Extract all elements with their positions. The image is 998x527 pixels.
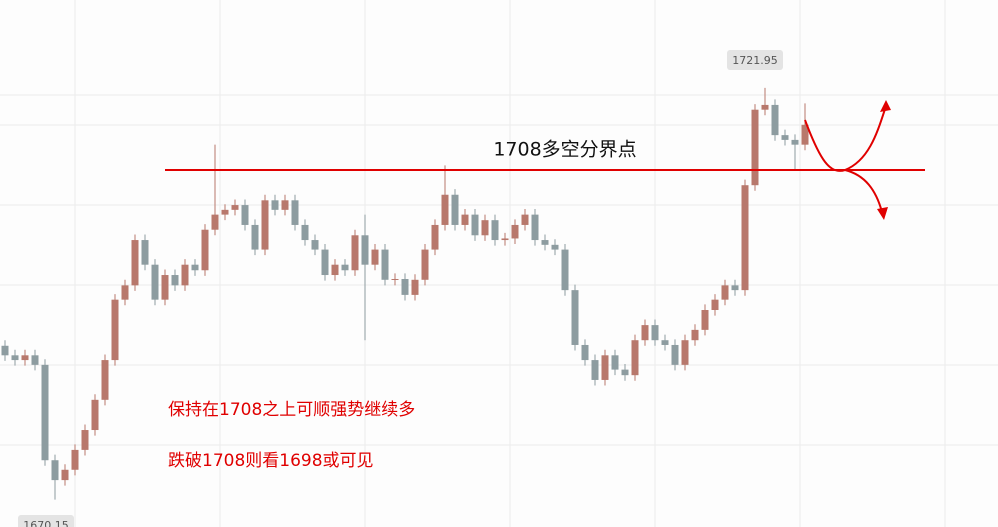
- candle-body: [11, 355, 19, 361]
- candle-body: [451, 194, 459, 225]
- low-price-label: 1670.15: [23, 519, 69, 527]
- scenario-arrows: [804, 105, 887, 213]
- candle-body: [521, 214, 529, 225]
- high-price-box: [727, 50, 783, 70]
- candle-body: [141, 240, 149, 265]
- candle-body: [251, 224, 259, 250]
- candle-body: [801, 124, 809, 145]
- low-price-box: [18, 515, 74, 527]
- candle-body: [791, 139, 799, 145]
- candle-body: [181, 264, 189, 286]
- arrow-head: [880, 100, 891, 112]
- pivot-label: 1708多空分界点: [493, 139, 636, 161]
- annotation: 跌破1708则看1698或可见: [168, 451, 374, 471]
- candle-body: [671, 344, 679, 365]
- candle-body: [561, 249, 569, 291]
- candle-body: [461, 214, 469, 225]
- candle-body: [351, 235, 359, 271]
- candle-body: [531, 214, 539, 241]
- annotation: 保持在1708之上可顺强势继续多: [168, 400, 415, 420]
- candle-body: [711, 299, 719, 310]
- candle-body: [311, 240, 319, 250]
- candle-body: [101, 360, 109, 400]
- candle-body: [61, 469, 69, 481]
- candle-body: [341, 264, 349, 271]
- candle-body: [781, 135, 789, 140]
- candle-body: [131, 240, 139, 286]
- candle-body: [71, 449, 79, 470]
- candle-body: [541, 240, 549, 245]
- candle-body: [81, 430, 89, 450]
- candle-body: [221, 209, 229, 215]
- candle-body: [321, 249, 329, 276]
- candle-body: [371, 249, 379, 265]
- candle-body: [361, 235, 369, 265]
- candle-body: [771, 104, 779, 136]
- candle-body: [271, 200, 279, 210]
- candle-body: [431, 224, 439, 250]
- candle-body: [261, 200, 269, 250]
- candle-body: [21, 355, 29, 361]
- candle-body: [581, 344, 589, 361]
- candle-body: [681, 340, 689, 365]
- candle-body: [631, 340, 639, 376]
- candle-body: [211, 214, 219, 230]
- arrow-head: [877, 207, 888, 220]
- candle-body: [331, 264, 339, 276]
- candle-body: [301, 224, 309, 241]
- candle-body: [691, 329, 699, 341]
- candle-body: [31, 355, 39, 365]
- candle-body: [761, 104, 769, 110]
- candle-body: [721, 285, 729, 300]
- candle-body: [41, 364, 49, 461]
- candle-body: [621, 369, 629, 376]
- candle-body: [751, 109, 759, 186]
- candle-body: [381, 249, 389, 280]
- candles: [1, 87, 809, 500]
- candle-body: [481, 220, 489, 236]
- candle-body: [511, 224, 519, 239]
- candle-body: [601, 355, 609, 380]
- candle-body: [611, 355, 619, 370]
- candle-body: [161, 275, 169, 300]
- candle-body: [641, 325, 649, 341]
- candle-body: [391, 279, 399, 280]
- candle-body: [201, 229, 209, 271]
- candle-body: [411, 279, 419, 295]
- candle-body: [651, 325, 659, 341]
- candle-body: [111, 299, 119, 361]
- candle-body: [241, 205, 249, 225]
- candle-body: [701, 310, 709, 330]
- candle-body: [51, 460, 59, 481]
- candle-body: [471, 214, 479, 236]
- candle-body: [191, 264, 199, 271]
- candle-body: [281, 200, 289, 210]
- candle-body: [121, 285, 129, 300]
- candle-body: [231, 205, 239, 210]
- candle-body: [741, 185, 749, 291]
- candle-body: [91, 399, 99, 431]
- candle-body: [591, 360, 599, 380]
- candle-body: [501, 238, 509, 241]
- candle-body: [171, 275, 179, 286]
- candle-body: [571, 290, 579, 345]
- candle-body: [491, 220, 499, 241]
- high-price-label: 1721.95: [732, 54, 778, 67]
- candle-body: [291, 200, 299, 225]
- candle-body: [1, 345, 9, 356]
- candle-body: [401, 279, 409, 295]
- candle-body: [421, 249, 429, 280]
- candle-body: [151, 264, 159, 300]
- candle-body: [661, 340, 669, 345]
- candle-body: [551, 244, 559, 250]
- candle-body: [731, 285, 739, 291]
- candle-body: [441, 194, 449, 225]
